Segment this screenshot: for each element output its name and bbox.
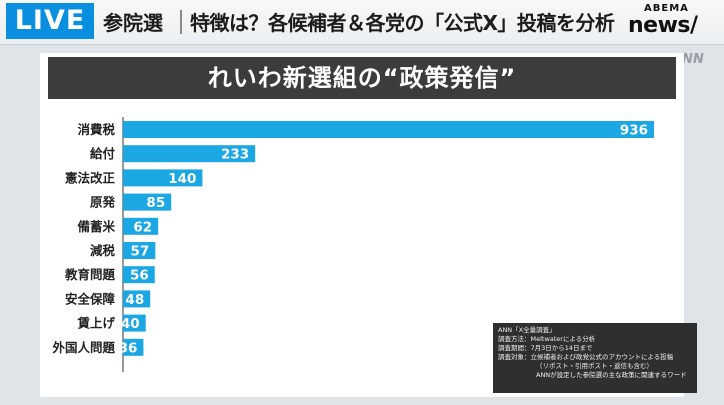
topic-label: 参院選 bbox=[103, 11, 163, 35]
bar bbox=[123, 290, 151, 308]
bar bbox=[123, 242, 156, 259]
category-label: 外国人問題 bbox=[51, 340, 115, 355]
data-label: 233 bbox=[221, 147, 249, 163]
category-label: 原発 bbox=[90, 195, 116, 210]
data-label: 56 bbox=[130, 268, 149, 284]
bar bbox=[123, 217, 159, 235]
category-label: 憲法改正 bbox=[64, 170, 116, 185]
source-line: 調査対象：立候補者および政党公式のアカウントによる投稿 bbox=[498, 353, 674, 361]
data-label: 936 bbox=[620, 123, 648, 139]
source-line: ANNが設定した参院選の主な政策に関連するワード bbox=[536, 371, 687, 379]
live-badge: LIVE bbox=[6, 3, 94, 39]
chart-title: れいわ新選組の“政策発信” bbox=[48, 57, 676, 99]
data-label: 40 bbox=[121, 316, 140, 332]
data-label: 85 bbox=[146, 195, 165, 211]
category-label: 賃上げ bbox=[76, 316, 115, 331]
data-label: 48 bbox=[125, 292, 144, 308]
bar bbox=[123, 121, 654, 138]
source-line: 調査期間：7月3日から14日まで bbox=[498, 344, 593, 352]
category-label: 安全保障 bbox=[65, 291, 116, 306]
data-label: 57 bbox=[131, 244, 150, 260]
category-label: 減税 bbox=[90, 243, 116, 258]
bar bbox=[123, 193, 172, 211]
data-label: 36 bbox=[119, 340, 138, 356]
source-line: 調査方法：Meltwaterによる分析 bbox=[498, 335, 596, 343]
bar bbox=[123, 338, 144, 356]
brand-logo-small: ABEMA bbox=[644, 3, 689, 14]
bar bbox=[123, 266, 155, 284]
source-note: ANN「X全量調査」 調査方法：Meltwaterによる分析 調査期間：7月3日… bbox=[493, 323, 697, 393]
source-line: ANN「X全量調査」 bbox=[498, 326, 556, 334]
category-label: 給付 bbox=[90, 146, 116, 161]
category-label: 教育問題 bbox=[64, 267, 116, 282]
headline: 特徴は？各候補者＆各党の「公式X」投稿を分析 bbox=[190, 11, 615, 35]
brand-logo: ABEMA news/ bbox=[626, 3, 720, 43]
bar bbox=[123, 145, 256, 163]
data-label: 140 bbox=[168, 171, 196, 187]
category-label: 備蓄米 bbox=[77, 219, 115, 234]
brand-logo-big: news/ bbox=[628, 13, 698, 38]
divider bbox=[180, 10, 182, 34]
category-label: 消費税 bbox=[77, 122, 115, 137]
bar bbox=[123, 314, 146, 332]
bar bbox=[123, 169, 203, 187]
top-bar: LIVE 参院選 特徴は？各候補者＆各党の「公式X」投稿を分析 ABEMA ne… bbox=[0, 0, 724, 45]
data-label: 62 bbox=[133, 219, 152, 235]
source-line: （リポスト・引用ポスト・返信も含む） bbox=[536, 362, 653, 370]
